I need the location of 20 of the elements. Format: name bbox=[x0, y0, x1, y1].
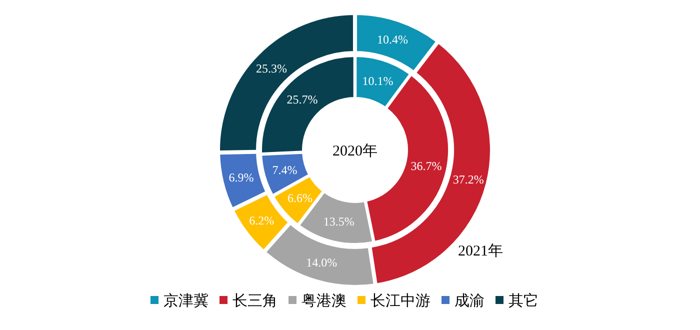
legend-label: 长江中游 bbox=[370, 291, 430, 310]
legend-label: 京津冀 bbox=[164, 291, 208, 310]
legend-label: 成渝 bbox=[454, 291, 484, 310]
data-label: 37.2% bbox=[452, 172, 484, 186]
legend-label: 粤港澳 bbox=[302, 291, 346, 310]
data-label: 25.3% bbox=[256, 61, 287, 76]
slice-label: 2021年 bbox=[458, 242, 503, 260]
legend-label: 其它 bbox=[508, 291, 538, 310]
data-label: 25.7% bbox=[286, 92, 318, 107]
data-label: 6.6% bbox=[287, 191, 312, 206]
data-label: 14.0% bbox=[306, 255, 338, 270]
data-label: 10.1% bbox=[362, 74, 394, 88]
data-label: 13.5% bbox=[323, 214, 354, 228]
data-label: 6.9% bbox=[228, 170, 254, 185]
legend-label: 长三角 bbox=[232, 291, 278, 310]
data-label: 7.4% bbox=[272, 163, 298, 178]
data-label: 10.4% bbox=[377, 32, 408, 46]
data-label: 6.2% bbox=[249, 214, 274, 228]
slice-label: 2020年 bbox=[332, 142, 378, 160]
data-label: 36.7% bbox=[410, 158, 442, 173]
